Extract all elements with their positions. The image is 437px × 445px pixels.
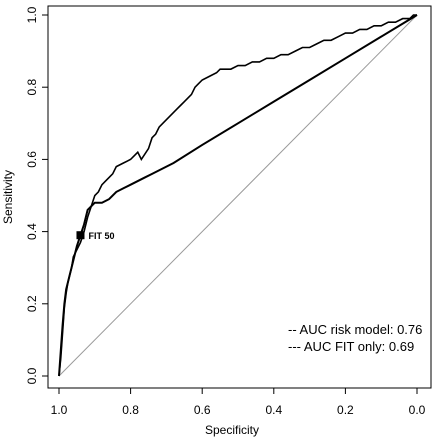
annotation-group: FIT 50 [76,231,114,241]
y-tick-label: 0.8 [25,79,39,96]
fit50-label: FIT 50 [88,231,114,241]
y-tick-label: 1.0 [25,6,39,23]
reference-diagonal-line [58,14,418,377]
x-tick-label: 1.0 [51,403,68,417]
y-tick-label: 0.4 [25,223,39,240]
y-tick-label: 0.6 [25,151,39,168]
legend-entry-risk: -- AUC risk model: 0.76 [288,322,422,337]
x-tick-label: 0.0 [409,403,426,417]
axes: 1.0 0.8 0.6 0.4 0.2 0.0 0.0 0.2 0.4 0.6 0.8 1.0 [25,6,425,417]
y-tick-label: 0.0 [25,367,39,384]
series-line-risk [58,14,417,377]
x-tick-label: 0.6 [194,403,211,417]
y-tick-label: 0.2 [25,295,39,312]
reference-diagonal-group [58,14,418,377]
y-axis-label: Sensitivity [1,170,15,224]
x-tick-label: 0.4 [265,403,282,417]
series-line-fit [58,14,418,377]
legend-entry-fit: --- AUC FIT only: 0.69 [288,339,414,354]
x-tick-label: 0.2 [337,403,354,417]
x-axis-label: Specificity [205,423,259,437]
x-tick-label: 0.8 [122,403,139,417]
series-group [58,14,418,377]
fit50-marker [76,231,85,240]
plot-frame [47,5,432,389]
